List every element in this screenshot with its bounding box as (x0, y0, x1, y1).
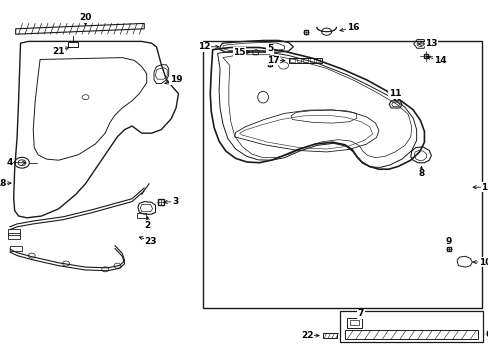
Text: 17: 17 (266, 56, 279, 65)
Text: 3: 3 (172, 197, 178, 206)
Text: 4: 4 (6, 158, 13, 167)
Text: 18: 18 (0, 179, 7, 188)
Text: 22: 22 (300, 331, 313, 340)
Text: 12: 12 (198, 42, 210, 51)
Text: 7: 7 (357, 309, 364, 318)
Text: 9: 9 (445, 237, 451, 246)
Text: 20: 20 (79, 13, 92, 22)
Text: 11: 11 (388, 89, 401, 98)
Text: 6: 6 (485, 330, 488, 339)
Text: 16: 16 (346, 22, 359, 31)
Text: 13: 13 (424, 40, 437, 49)
Text: 8: 8 (418, 169, 424, 178)
Text: 2: 2 (144, 220, 150, 230)
Text: 21: 21 (52, 46, 65, 55)
Text: 10: 10 (478, 258, 488, 266)
Text: 14: 14 (433, 56, 446, 65)
Text: 19: 19 (169, 76, 182, 85)
Text: 1: 1 (480, 183, 486, 192)
Text: 23: 23 (144, 237, 157, 246)
Text: 15: 15 (233, 48, 245, 57)
Text: 5: 5 (266, 44, 272, 53)
